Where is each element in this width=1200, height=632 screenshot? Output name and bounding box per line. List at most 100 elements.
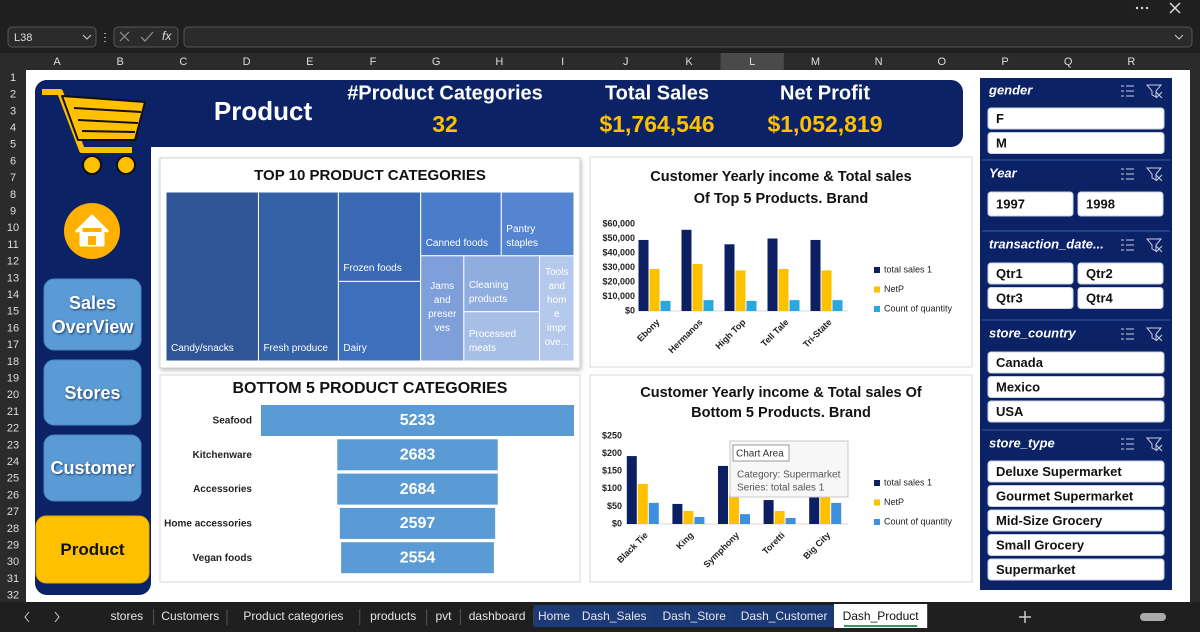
sheet-tab[interactable]: Dash_Sales — [582, 609, 647, 623]
treemap-cell — [420, 255, 465, 362]
slicer-item[interactable] — [987, 534, 1165, 556]
row-header: 9 — [10, 206, 16, 218]
slicer-item-label[interactable]: Mid-Size Grocery — [996, 513, 1103, 528]
legend-swatch — [874, 480, 880, 486]
sheet-tab[interactable]: products — [370, 609, 416, 623]
more-icon[interactable] — [1135, 6, 1149, 10]
enter-icon[interactable] — [140, 31, 154, 42]
sheet-tab-bg[interactable] — [533, 605, 575, 627]
bar — [649, 268, 660, 311]
clear-filter-icon[interactable] — [1145, 84, 1163, 99]
slicer-item[interactable] — [987, 262, 1074, 285]
column-header: H — [495, 56, 503, 68]
column-header: J — [623, 56, 629, 68]
slicer-item-label[interactable]: 1998 — [1086, 196, 1115, 211]
slicer-item[interactable] — [1077, 287, 1164, 309]
slicer-item-label[interactable]: USA — [996, 404, 1024, 419]
home-button[interactable] — [64, 203, 120, 259]
kpis: Product #Product Categories 32 Total Sales… — [214, 82, 883, 137]
clear-filter-icon[interactable] — [1145, 238, 1163, 253]
slicer-item[interactable] — [987, 191, 1074, 217]
multiselect-icon[interactable] — [1121, 168, 1134, 180]
funnel-bar — [339, 507, 496, 539]
column-header: F — [370, 56, 377, 68]
y-tick-label: $50 — [607, 501, 622, 511]
slicer-item-label[interactable]: Gourmet Supermarket — [996, 488, 1134, 503]
slicer-item-label[interactable]: M — [996, 135, 1007, 150]
cancel-icon[interactable] — [119, 31, 130, 42]
formula-input[interactable] — [183, 26, 1193, 48]
fx-label[interactable]: fx — [162, 29, 172, 43]
sheet-tab[interactable]: Dash_Product — [843, 609, 920, 623]
slicer-item-label[interactable]: Qtr2 — [1086, 266, 1113, 281]
sheet-tab[interactable]: Dash_Store — [663, 609, 727, 623]
slicer-item[interactable] — [987, 485, 1165, 507]
slicer-item[interactable] — [1077, 262, 1164, 285]
slicer-item[interactable] — [987, 400, 1165, 423]
clear-filter-icon[interactable] — [1145, 437, 1163, 452]
slicer-item-label[interactable]: Deluxe Supermarket — [996, 464, 1122, 479]
slicer-item-label[interactable]: Canada — [996, 355, 1044, 370]
slicer-item[interactable] — [1077, 191, 1164, 217]
add-sheet[interactable] — [1019, 611, 1031, 623]
bar — [626, 456, 637, 524]
slicer-item-label[interactable]: 1997 — [996, 196, 1025, 211]
slicer-item[interactable] — [987, 460, 1165, 483]
slicer-item-label[interactable]: Small Grocery — [996, 537, 1085, 552]
slicer-item[interactable] — [987, 376, 1165, 398]
name-box[interactable] — [7, 26, 97, 48]
nav-button[interactable] — [43, 434, 142, 502]
nav-label[interactable]: Customer — [50, 458, 135, 478]
h-scroll-thumb[interactable] — [1140, 613, 1166, 621]
treemap-label: Pantry staples — [506, 223, 538, 249]
kpi-label: Net Profit — [780, 82, 870, 104]
slicer-item[interactable] — [987, 107, 1165, 130]
nav-button[interactable] — [43, 278, 142, 351]
nav-label[interactable]: Stores — [64, 382, 121, 403]
dropdown-icon[interactable] — [82, 34, 92, 40]
slicer-item[interactable] — [987, 132, 1165, 154]
multiselect-icon[interactable] — [1121, 328, 1134, 340]
kpi-label: Total Sales — [605, 82, 709, 104]
sheet-tab-active[interactable] — [834, 604, 928, 628]
clear-filter-icon[interactable] — [1145, 327, 1163, 342]
slicer-item[interactable] — [987, 509, 1165, 532]
sheet-tab[interactable]: Home — [538, 609, 570, 623]
slicer-item[interactable] — [987, 351, 1165, 374]
prev-sheet[interactable] — [24, 611, 30, 623]
treemap-cell — [420, 191, 502, 257]
multiselect-icon[interactable] — [1121, 438, 1134, 450]
multiselect-icon[interactable] — [1121, 239, 1134, 251]
sheet-tab[interactable]: Dash_Customer — [741, 609, 828, 623]
sheet-tab[interactable]: pvt — [435, 609, 452, 623]
slicer-item-label[interactable]: Qtr1 — [996, 266, 1023, 281]
nav-button[interactable] — [35, 515, 150, 584]
slicer-item-label[interactable]: Qtr3 — [996, 290, 1023, 305]
nav-label[interactable]: Sales OverView — [51, 292, 134, 337]
bar — [820, 496, 831, 524]
slicer-item[interactable] — [987, 558, 1165, 581]
multiselect-icon[interactable] — [1121, 85, 1134, 97]
sheet-tab[interactable]: stores — [110, 609, 143, 623]
next-sheet[interactable] — [54, 611, 60, 623]
sheet-tab-bg[interactable] — [734, 605, 834, 627]
bar — [746, 300, 757, 311]
slicer-item-label[interactable]: Supermarket — [996, 562, 1076, 577]
slicer-item[interactable] — [987, 287, 1074, 309]
sheet-tab-bg[interactable] — [574, 605, 655, 627]
sheet-tab[interactable]: dashboard — [469, 609, 526, 623]
sheet-tab[interactable]: Customers — [161, 609, 219, 623]
sheet-tab[interactable]: Product categories — [243, 609, 343, 623]
sheet-tab-bg[interactable] — [654, 605, 735, 627]
clear-filter-icon[interactable] — [1145, 167, 1163, 182]
nav-button[interactable] — [43, 359, 142, 426]
close-icon[interactable] — [1169, 2, 1181, 14]
y-tick-label: $200 — [602, 448, 622, 458]
slicer-item-label[interactable]: Qtr4 — [1086, 290, 1114, 305]
expand-icon[interactable] — [1174, 34, 1184, 40]
bar — [767, 238, 778, 311]
nav-label[interactable]: Product — [60, 539, 125, 559]
slicer-item-label[interactable]: Mexico — [996, 379, 1040, 394]
slicer-item-label[interactable]: F — [996, 111, 1004, 126]
legend-swatch — [874, 519, 880, 525]
